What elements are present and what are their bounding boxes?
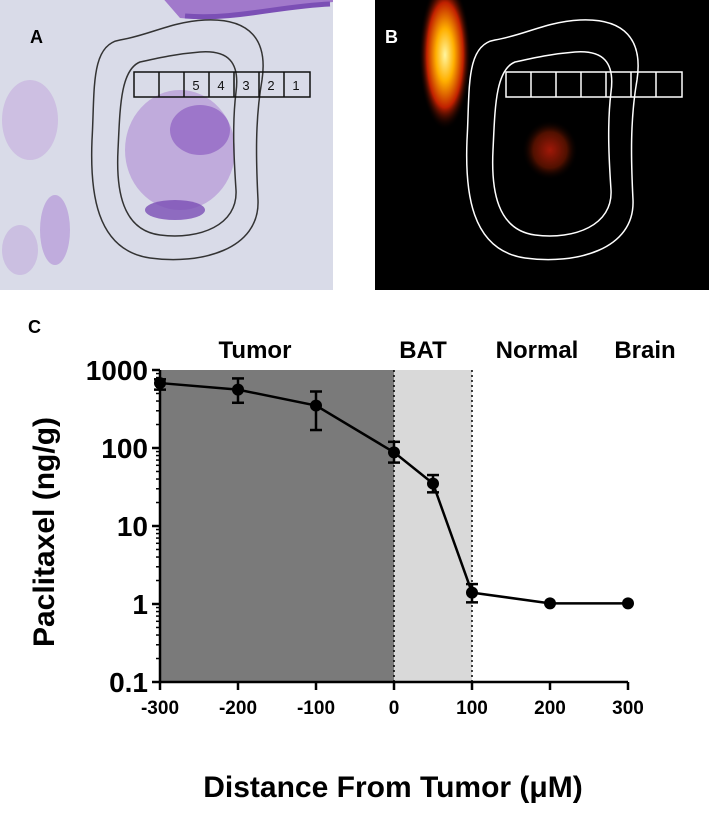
x-tick-label: 100 bbox=[456, 698, 488, 719]
data-point bbox=[427, 477, 439, 490]
hot-spot bbox=[419, 0, 471, 130]
data-point bbox=[388, 446, 400, 459]
data-point bbox=[544, 597, 556, 610]
sampling-boxes: 5 4 3 2 1 bbox=[133, 71, 311, 98]
tumor-stain bbox=[145, 200, 205, 220]
y-tick-label: 10 bbox=[117, 511, 148, 542]
y-tick-label: 0.1 bbox=[109, 667, 148, 698]
panel-label-b: B bbox=[385, 27, 398, 47]
x-tick-label: 300 bbox=[612, 698, 644, 719]
y-tick-label: 100 bbox=[101, 433, 148, 464]
region-tumor bbox=[160, 370, 394, 682]
tissue-patch bbox=[2, 225, 38, 275]
data-point bbox=[466, 586, 478, 599]
box-label: 4 bbox=[217, 78, 224, 93]
autoradiograph-image bbox=[375, 0, 709, 290]
y-tick-label: 1000 bbox=[86, 355, 148, 386]
panel-label-c: C bbox=[28, 317, 41, 337]
region-bat bbox=[394, 370, 472, 682]
regions-layer bbox=[160, 370, 473, 682]
panel-label-a: A bbox=[30, 27, 43, 47]
outer-contour bbox=[465, 19, 639, 261]
y-axis-label: Paclitaxel (ng/g) bbox=[28, 417, 61, 647]
sampling-strip bbox=[133, 71, 311, 98]
sampling-strip bbox=[505, 71, 683, 98]
tissue-patch bbox=[2, 80, 58, 160]
paclitaxel-chart: 0.1 1 10 100 1000 -300 -200 -100 0 100 200 300 Tumo… bbox=[0, 300, 709, 813]
x-tick-label: -300 bbox=[141, 698, 179, 719]
panel-b-autoradiograph: B bbox=[375, 0, 709, 290]
region-label-tumor: Tumor bbox=[219, 337, 292, 364]
region-label-bat: BAT bbox=[399, 337, 447, 364]
box-label: 5 bbox=[192, 78, 199, 93]
ticks-layer: 0.1 1 10 100 1000 -300 -200 -100 0 100 200 300 bbox=[86, 355, 644, 719]
tissue-edge-line bbox=[184, 1, 331, 20]
tumor-stain bbox=[125, 90, 235, 210]
data-point bbox=[622, 597, 634, 610]
box-label: 3 bbox=[242, 78, 249, 93]
y-tick-label: 1 bbox=[132, 589, 148, 620]
data-point bbox=[232, 383, 244, 396]
histology-image: 5 4 3 2 1 bbox=[0, 0, 333, 290]
tumor-signal bbox=[522, 120, 578, 180]
tissue-patch bbox=[40, 195, 70, 265]
tissue-edge bbox=[164, 0, 333, 19]
series-layer bbox=[154, 377, 634, 610]
inner-contour bbox=[116, 51, 238, 237]
annotation-normal: Normal bbox=[496, 337, 579, 364]
labels-layer: Tumor BAT Normal Brain Distance From Tum… bbox=[28, 337, 676, 804]
chart-svg: 0.1 1 10 100 1000 -300 -200 -100 0 100 200 300 Tumo… bbox=[28, 337, 676, 804]
outer-contour bbox=[90, 19, 264, 261]
annotation-brain: Brain bbox=[614, 337, 675, 364]
panel-a-histology: 5 4 3 2 1 A bbox=[0, 0, 333, 290]
inner-contour bbox=[491, 51, 613, 237]
x-tick-label: 0 bbox=[389, 698, 400, 719]
box-label: 1 bbox=[292, 78, 299, 93]
series-line bbox=[159, 381, 628, 605]
sampling-boxes bbox=[505, 71, 683, 98]
x-tick-label: -200 bbox=[219, 698, 257, 719]
data-point bbox=[154, 377, 166, 390]
x-axis-label: Distance From Tumor (μM) bbox=[203, 771, 582, 804]
x-tick-label: 200 bbox=[534, 698, 566, 719]
x-tick-label: -100 bbox=[297, 698, 335, 719]
data-point bbox=[310, 399, 322, 412]
box-label: 2 bbox=[267, 78, 274, 93]
tumor-stain bbox=[170, 105, 230, 155]
